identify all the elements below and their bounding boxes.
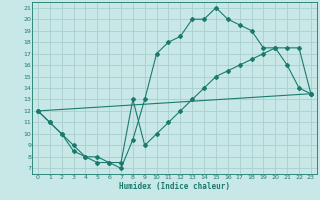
X-axis label: Humidex (Indice chaleur): Humidex (Indice chaleur): [119, 182, 230, 191]
